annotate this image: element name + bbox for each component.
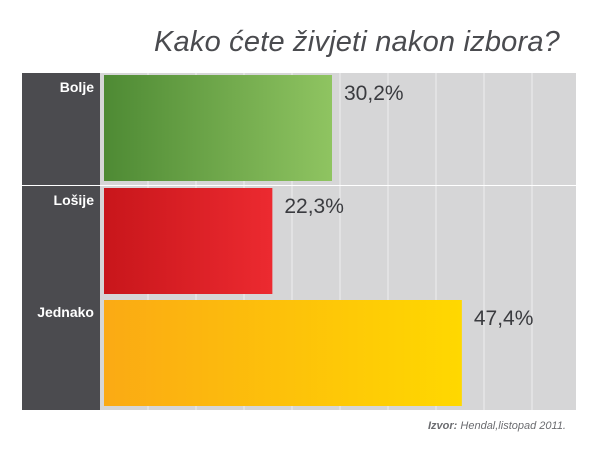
chart-title: Kako ćete živjeti nakon izbora? xyxy=(154,26,560,58)
source-text: Hendal,listopad 2011. xyxy=(460,420,566,432)
source-note: Izvor: Hendal,listopad 2011. xyxy=(428,420,566,432)
value-label: 47,4% xyxy=(474,307,534,330)
bar-jednako xyxy=(104,300,462,406)
value-label: 30,2% xyxy=(344,82,404,105)
category-label: Bolje xyxy=(60,79,94,95)
value-label: 22,3% xyxy=(284,195,344,218)
row-label-panel xyxy=(22,186,100,298)
source-label: Izvor: xyxy=(427,420,458,432)
category-label: Jednako xyxy=(37,304,94,320)
row-label-panel xyxy=(22,73,100,185)
bar-lošije xyxy=(104,188,273,294)
row-label-panel xyxy=(22,298,100,410)
bar-bolje xyxy=(104,75,332,181)
category-label: Lošije xyxy=(54,192,95,208)
